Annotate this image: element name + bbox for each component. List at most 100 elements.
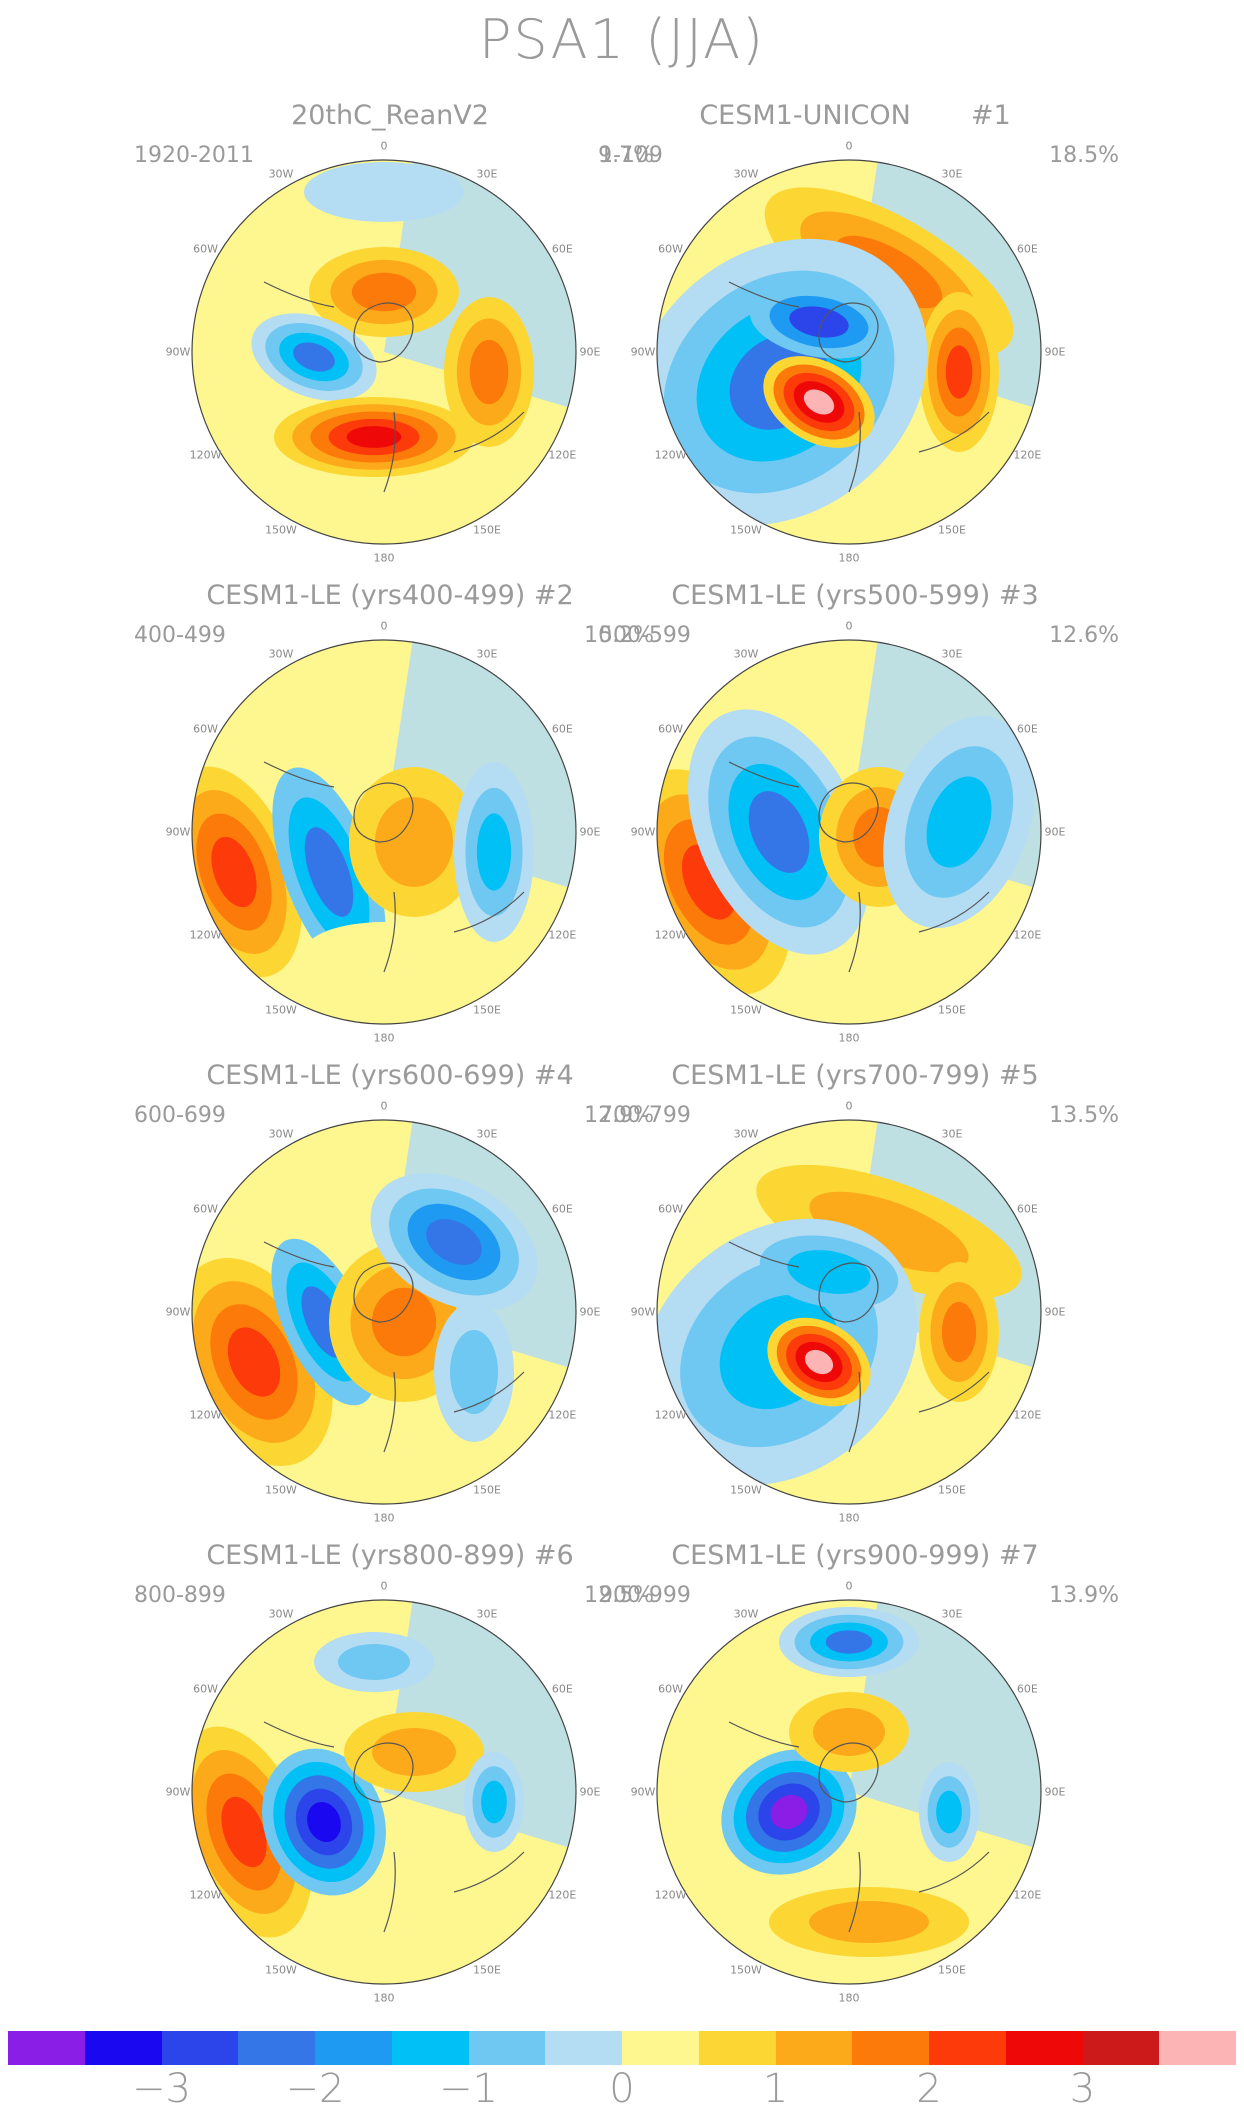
contour-level bbox=[450, 1330, 498, 1414]
longitude-label: 150W bbox=[730, 1003, 762, 1017]
longitude-label: 60E bbox=[551, 722, 573, 736]
colorbar-tick-label: −3 bbox=[132, 2066, 191, 2112]
longitude-label: 90E bbox=[579, 1305, 601, 1319]
contour-level bbox=[809, 1901, 929, 1943]
longitude-label: 150W bbox=[265, 1003, 297, 1017]
panel-years: 800-899 bbox=[134, 1583, 226, 1608]
coastline bbox=[263, 761, 525, 973]
contour-level bbox=[770, 1794, 808, 1830]
longitude-label: 60W bbox=[193, 1202, 219, 1216]
map-panel: CESM1-LE (yrs400-499) #2 400-499 10.2% 0 30E… bbox=[90, 580, 690, 1060]
longitude-label: 150E bbox=[938, 1483, 966, 1497]
longitude-label: 150E bbox=[473, 1483, 501, 1497]
longitude-label: 30E bbox=[476, 1127, 498, 1141]
panel-years: 700-799 bbox=[599, 1103, 691, 1128]
longitude-label: 120W bbox=[189, 1408, 222, 1422]
longitude-label: 180 bbox=[373, 1991, 395, 2005]
map-panel: CESM1-UNICON #1 1-109 18.5% 0 30E 60E 90E 120E 1… bbox=[555, 100, 1155, 580]
panel-variance-percent: 12.9% bbox=[584, 1103, 654, 1128]
colorbar bbox=[8, 2031, 1236, 2065]
longitude-label: 120W bbox=[189, 928, 222, 942]
longitude-label: 180 bbox=[838, 1991, 860, 2005]
longitude-label: 120E bbox=[548, 448, 577, 462]
longitude-label: 60W bbox=[658, 722, 684, 736]
colorbar-cell bbox=[929, 2031, 1006, 2065]
colorbar-cell bbox=[1159, 2031, 1236, 2065]
colorbar-cell bbox=[161, 2031, 239, 2065]
contour-level bbox=[809, 1191, 969, 1273]
contour-level bbox=[748, 791, 810, 873]
longitude-label: 0 bbox=[845, 139, 853, 153]
longitude-label: 120W bbox=[654, 928, 687, 942]
colorbar-tick-label: 3 bbox=[1069, 2066, 1096, 2112]
longitude-label: 90W bbox=[165, 825, 191, 839]
polar-map bbox=[656, 1599, 1042, 1985]
longitude-label: 150W bbox=[730, 1963, 762, 1977]
panel-variance-percent: 12.6% bbox=[1049, 623, 1119, 648]
longitude-label: 90W bbox=[630, 1305, 656, 1319]
panel-title: 20thC_ReanV2 bbox=[291, 100, 489, 131]
colorbar-cell bbox=[468, 2031, 546, 2065]
contour-level bbox=[346, 426, 402, 448]
map-boundary bbox=[191, 1599, 577, 1985]
colorbar-cell bbox=[8, 2031, 85, 2065]
contour-level bbox=[941, 1302, 977, 1362]
contour-level bbox=[307, 1801, 341, 1843]
polar-map bbox=[191, 639, 577, 1025]
colorbar-tick-label: −2 bbox=[285, 2066, 345, 2112]
longitude-label: 30W bbox=[733, 647, 759, 661]
longitude-label: 120E bbox=[548, 1408, 577, 1422]
contour-level bbox=[221, 1796, 267, 1868]
polar-map bbox=[656, 639, 1042, 1025]
longitude-label: 90W bbox=[165, 1785, 191, 1799]
longitude-label: 90W bbox=[165, 345, 191, 359]
contour-level bbox=[813, 1708, 885, 1756]
map-panel: CESM1-LE (yrs800-899) #6 800-899 12.5% 0 30E… bbox=[90, 1540, 690, 2020]
panel-title: CESM1-LE (yrs800-899) #6 bbox=[206, 1540, 574, 1571]
longitude-label: 30W bbox=[268, 167, 294, 181]
map-boundary bbox=[191, 1119, 577, 1505]
longitude-label: 150E bbox=[938, 523, 966, 537]
longitude-label: 90E bbox=[579, 1785, 601, 1799]
coastline bbox=[263, 1241, 525, 1453]
longitude-label: 120W bbox=[654, 1888, 687, 1902]
longitude-label: 180 bbox=[838, 1031, 860, 1045]
colorbar-tick-label: 2 bbox=[916, 2066, 942, 2112]
contour-level bbox=[803, 389, 835, 415]
map-boundary bbox=[191, 159, 577, 545]
map-panel: CESM1-LE (yrs700-799) #5 700-799 13.5% 0 30E… bbox=[555, 1060, 1155, 1540]
longitude-label: 90E bbox=[1044, 345, 1066, 359]
contour-level bbox=[825, 1630, 873, 1654]
longitude-label: 120E bbox=[1013, 1408, 1042, 1422]
longitude-label: 120E bbox=[548, 1888, 577, 1902]
longitude-label: 30E bbox=[476, 1607, 498, 1621]
longitude-label: 120W bbox=[654, 1408, 687, 1422]
longitude-label: 30W bbox=[268, 1127, 294, 1141]
contour-level bbox=[804, 1349, 834, 1375]
contour-level bbox=[304, 922, 464, 982]
colorbar-cell bbox=[391, 2031, 469, 2065]
longitude-label: 60E bbox=[551, 1202, 573, 1216]
contour-level bbox=[351, 272, 417, 312]
contour-level bbox=[304, 162, 464, 222]
longitude-label: 150W bbox=[730, 523, 762, 537]
contour-level bbox=[371, 1287, 437, 1357]
contour-level bbox=[293, 342, 335, 372]
longitude-label: 60W bbox=[658, 1682, 684, 1696]
map-panel: 20thC_ReanV2 1920-2011 9.7% 0 30E 60E 90E 120E 1… bbox=[90, 100, 690, 580]
longitude-label: 60E bbox=[551, 242, 573, 256]
map-boundary bbox=[656, 159, 1042, 545]
longitude-label: 150E bbox=[473, 1963, 501, 1977]
longitude-label: 90E bbox=[1044, 1785, 1066, 1799]
longitude-label: 150E bbox=[473, 1003, 501, 1017]
coastline bbox=[728, 1721, 990, 1933]
figure-title: PSA1 (JJA) bbox=[478, 8, 766, 71]
longitude-label: 90E bbox=[1044, 1305, 1066, 1319]
longitude-label: 150E bbox=[938, 1003, 966, 1017]
longitude-label: 120E bbox=[1013, 1888, 1042, 1902]
map-boundary bbox=[191, 639, 577, 1025]
colorbar-cell bbox=[84, 2031, 162, 2065]
contour-level bbox=[469, 339, 509, 405]
polar-map bbox=[656, 1119, 1042, 1505]
longitude-label: 180 bbox=[373, 1511, 395, 1525]
